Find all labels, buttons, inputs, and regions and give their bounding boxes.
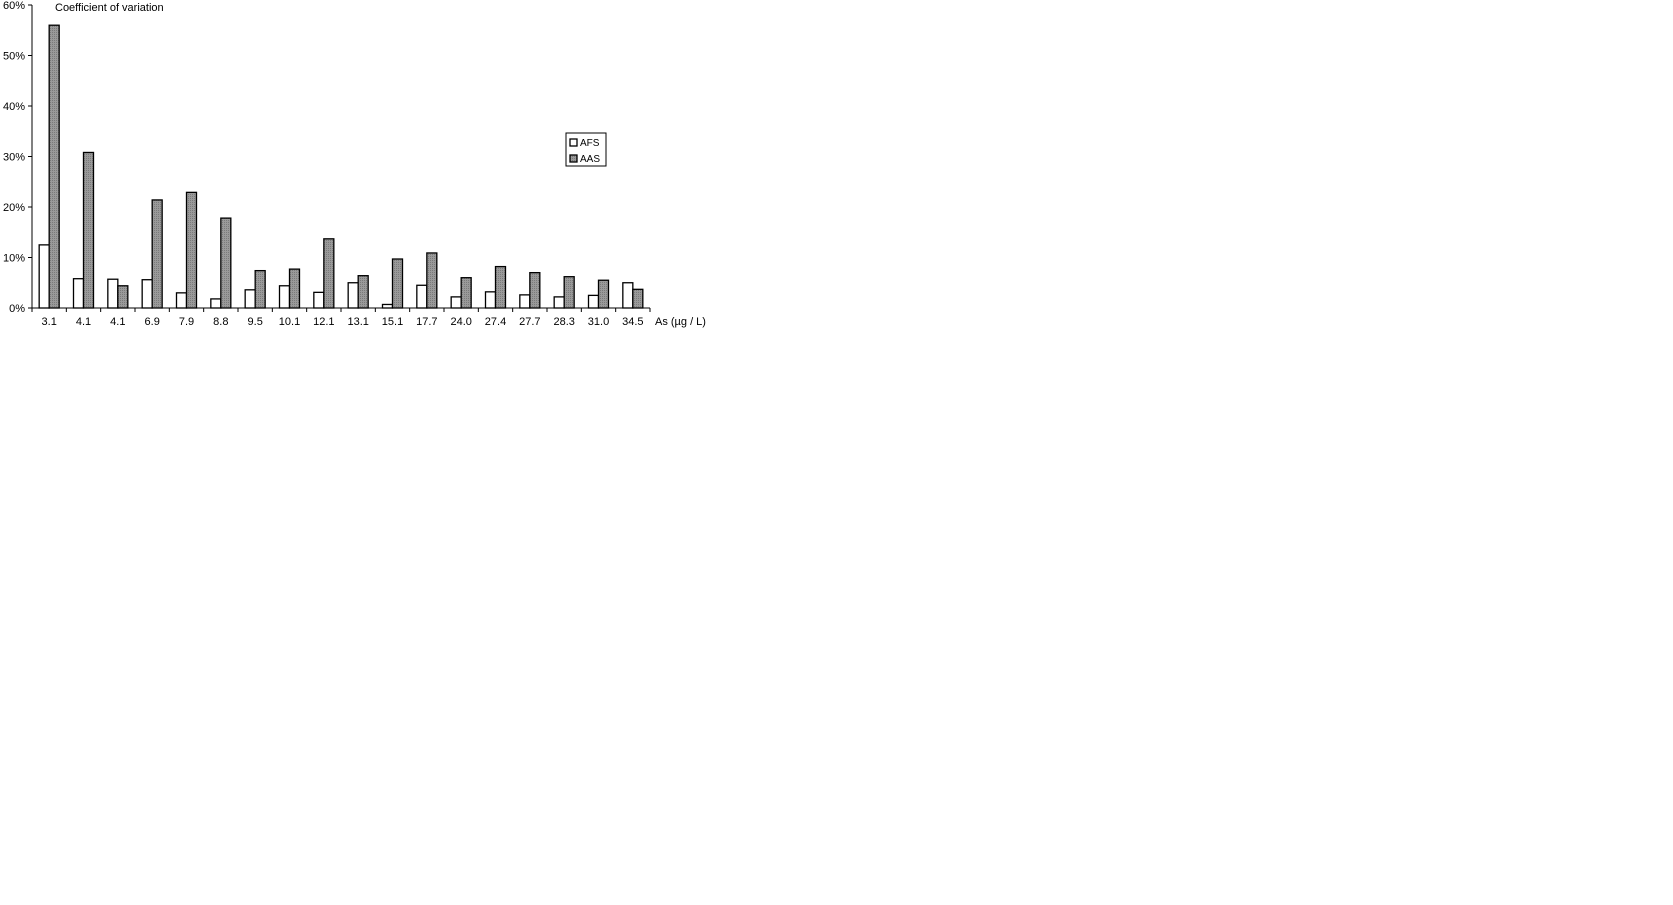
bar-afs [484,291,497,309]
x-tick-label: 8.8 [213,316,228,328]
bar-afs [553,296,565,309]
bar-afs [519,294,531,309]
bar-aas [494,265,507,309]
bar-afs [210,298,222,309]
bar-afs [381,303,394,309]
bar-aas [529,271,541,309]
y-tick-label: 0% [9,303,25,315]
bar-aas [357,275,369,309]
tick-labels: 0% 10% 20% 30% 40% 50% 60% 3.1 4.1 4.1 6.9 7.9 8.8 9.… [3,0,644,328]
x-tick-label: 27.7 [519,316,540,328]
x-tick-label: 3.1 [42,316,57,328]
legend-swatch-aas [569,154,578,163]
chart-title: Coefficient of variation [55,2,164,14]
x-tick-label: 27.4 [485,316,506,328]
bar-afs [313,291,325,309]
x-tick-label: 12.1 [313,316,334,328]
bar-aas [460,277,472,309]
x-tick-label: 17.7 [416,316,437,328]
y-tick-label: 20% [3,202,25,214]
y-tick-label: 60% [3,0,25,12]
bar-aas [597,279,610,309]
x-tick-label: 15.1 [382,316,403,328]
bar-afs [587,294,600,309]
x-tick-label: 6.9 [145,316,160,328]
bar-afs [244,289,256,309]
bars [38,24,644,309]
legend-swatch-afs [569,138,578,147]
y-tick-label: 50% [3,51,25,63]
bar-aas [220,217,232,309]
bar-aas [82,151,95,309]
y-tick-label: 30% [3,152,25,164]
bar-afs [141,279,153,309]
bar-afs [450,296,462,309]
x-tick-label: 24.0 [450,316,471,328]
bar-aas [426,252,438,309]
bar-aas [323,238,335,309]
x-tick-label: 28.3 [553,316,574,328]
x-tick-label: 13.1 [347,316,368,328]
bar-afs [38,244,50,309]
bar-afs [107,278,119,309]
legend: AFS AAS [565,132,607,167]
bar-afs [622,282,634,309]
x-tick-label: 4.1 [76,316,91,328]
legend-label-afs: AFS [580,138,600,149]
bar-aas [254,269,266,309]
bar-afs [278,285,291,309]
bar-aas [391,258,404,309]
x-axis-label: As (µg / L) [655,316,706,328]
bar-aas [117,285,129,309]
bar-afs [175,292,188,309]
bar-afs [347,282,359,309]
y-tick-label: 10% [3,253,25,265]
bar-aas [632,288,644,309]
legend-label-aas: AAS [580,154,600,165]
y-tick-label: 40% [3,101,25,113]
x-tick-label: 34.5 [622,316,643,328]
bar-afs [416,284,428,309]
x-tick-label: 4.1 [110,316,125,328]
bar-afs [72,278,85,309]
x-tick-label: 7.9 [179,316,194,328]
x-tick-label: 10.1 [279,316,300,328]
bar-aas [288,268,301,309]
x-tick-label: 31.0 [588,316,609,328]
bar-aas [48,24,60,309]
x-tick-label: 9.5 [248,316,263,328]
axes [28,4,651,312]
bar-aas [185,191,198,309]
bar-aas [563,276,575,309]
bar-aas [151,199,163,309]
